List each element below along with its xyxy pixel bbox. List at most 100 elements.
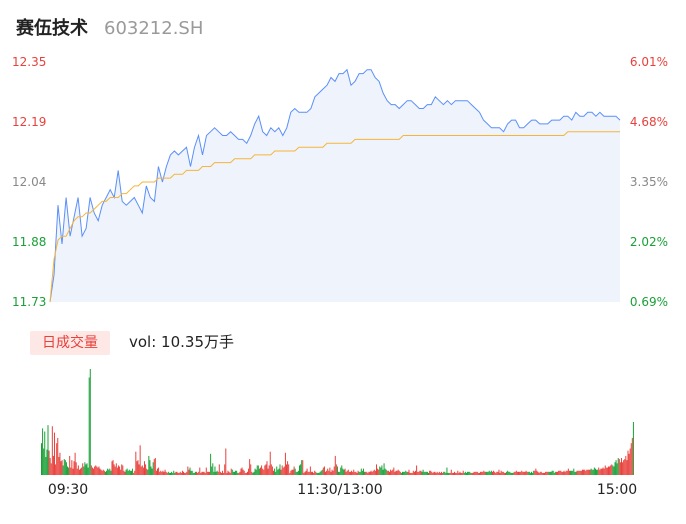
volume-bar: [388, 471, 390, 475]
volume-bar: [478, 472, 480, 475]
volume-bar: [339, 471, 341, 475]
volume-bar: [327, 468, 329, 475]
volume-bar: [183, 471, 185, 475]
volume-bar: [238, 472, 240, 475]
volume-bar: [531, 471, 533, 475]
volume-bar: [395, 470, 397, 475]
volume-bar: [242, 469, 244, 475]
volume-bar: [420, 470, 422, 475]
volume-bar: [461, 472, 463, 475]
volume-bar: [471, 472, 473, 475]
volume-bar: [394, 471, 396, 475]
volume-bar: [454, 471, 456, 475]
volume-bar: [554, 471, 556, 475]
volume-bar: [180, 472, 182, 475]
volume-bar: [574, 471, 576, 475]
volume-bar: [76, 468, 78, 475]
volume-bar: [282, 467, 284, 475]
volume-bar: [422, 469, 424, 475]
volume-bar: [352, 471, 354, 475]
volume-bar: [138, 464, 140, 475]
y-left-tick: 12.04: [12, 175, 46, 189]
volume-bar: [372, 470, 374, 475]
volume-bar: [485, 471, 487, 475]
volume-bar: [307, 471, 309, 475]
volume-bar: [281, 465, 283, 475]
volume-bar: [292, 469, 294, 475]
volume-bar: [68, 467, 70, 475]
volume-bar: [551, 470, 553, 475]
volume-bar: [271, 466, 273, 475]
volume-bar: [392, 469, 394, 475]
volume-bar: [190, 470, 192, 475]
volume-bar: [345, 471, 347, 475]
volume-bar: [627, 450, 629, 475]
volume-bar: [584, 469, 586, 475]
volume-bar: [489, 471, 491, 475]
volume-bar: [213, 471, 215, 475]
volume-bar: [512, 472, 514, 475]
volume-bar: [412, 470, 414, 475]
volume-bar: [103, 470, 105, 475]
volume-bar: [124, 471, 126, 475]
volume-bar: [148, 455, 150, 475]
volume-bar: [151, 468, 153, 475]
volume-bar: [301, 460, 303, 475]
volume-bar: [299, 465, 301, 475]
volume-bar: [589, 469, 591, 475]
volume-bar: [255, 469, 257, 475]
volume-bar: [253, 471, 255, 475]
volume-bar: [497, 471, 499, 475]
volume-bar: [99, 468, 101, 475]
volume-bar: [435, 472, 437, 475]
volume-bar: [49, 458, 51, 475]
volume-bar: [108, 469, 110, 475]
volume-bar: [233, 471, 235, 475]
volume-bar: [321, 469, 323, 475]
volume-bar: [493, 470, 495, 475]
volume-bar: [491, 471, 493, 475]
volume-bar: [564, 471, 566, 475]
volume-bar: [326, 470, 328, 475]
volume-bar: [539, 471, 541, 475]
volume-bar: [43, 448, 45, 475]
volume-bar: [314, 470, 316, 475]
volume-bar: [404, 471, 406, 475]
volume-bar: [258, 468, 260, 475]
volume-bar: [51, 426, 53, 475]
volume-bar: [344, 468, 346, 475]
volume-bar: [215, 471, 217, 475]
volume-bar: [541, 472, 543, 475]
volume-bar: [529, 472, 531, 475]
volume-bar: [116, 467, 118, 475]
volume-bar: [286, 464, 288, 475]
volume-bar: [270, 464, 272, 475]
volume-bar: [399, 471, 401, 475]
volume-bar: [403, 471, 405, 475]
volume-bar: [379, 466, 381, 475]
volume-bar: [330, 471, 332, 475]
volume-bar: [266, 461, 268, 475]
volume-bar: [41, 443, 42, 475]
volume-bar: [86, 463, 88, 475]
volume-bar: [628, 453, 630, 475]
stock-code: 603212.SH: [104, 18, 204, 39]
stock-name: 赛伍技术: [16, 18, 88, 39]
volume-bar: [474, 471, 476, 475]
volume-bar: [245, 472, 247, 475]
volume-bar: [135, 451, 137, 475]
volume-bar: [160, 470, 162, 475]
volume-bar: [263, 469, 265, 475]
volume-bar: [601, 468, 603, 475]
volume-bar: [171, 471, 173, 475]
volume-bar: [211, 466, 213, 475]
volume-bar: [143, 461, 145, 475]
volume-bar: [483, 470, 485, 475]
volume-bar: [236, 470, 238, 475]
volume-bar: [225, 448, 227, 475]
volume-bar: [94, 466, 96, 475]
volume-bar: [361, 470, 363, 475]
volume-bar: [396, 470, 398, 475]
volume-bar: [74, 452, 76, 475]
volume-bar: [387, 470, 389, 475]
